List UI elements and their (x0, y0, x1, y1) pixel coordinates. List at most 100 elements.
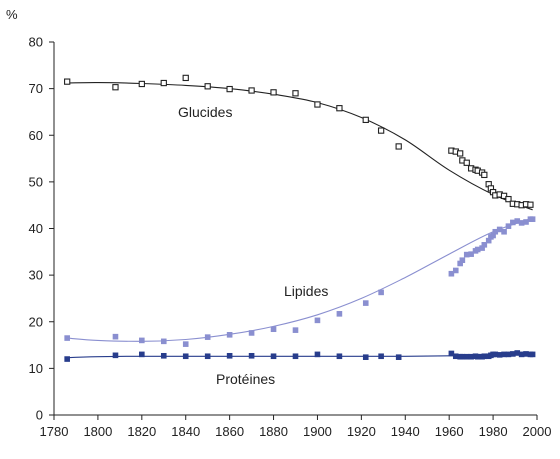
x-tick-label: 2000 (523, 424, 552, 439)
lipides-point (248, 330, 255, 336)
lipides-point (514, 218, 521, 224)
glucides-point (270, 89, 277, 96)
proteines-point (182, 353, 189, 360)
glucides-point (527, 201, 534, 208)
proteines-point (518, 351, 525, 358)
y-axis-unit-label: % (6, 7, 18, 22)
proteines-point (468, 353, 474, 360)
series-labels: Glucides Lipides Protéines (178, 104, 328, 387)
y-tick-label: 60 (29, 128, 43, 143)
y-tick-label: 80 (29, 35, 43, 50)
lipides-point (226, 332, 233, 338)
proteines-point (452, 353, 459, 360)
proteines-point (481, 353, 488, 360)
glucides-point (336, 105, 343, 112)
lipides-point (459, 257, 466, 264)
lipides-point (452, 267, 459, 274)
glucides-point (204, 83, 211, 90)
lipides-point (496, 226, 503, 233)
lipides-point (270, 326, 277, 333)
lipides-point (510, 219, 516, 226)
proteines-point (501, 351, 507, 358)
proteines-point (523, 351, 529, 357)
x-tick-label: 1860 (215, 424, 244, 439)
proteines-point (160, 352, 167, 359)
proteines-point (529, 351, 536, 358)
proteines-point (378, 353, 384, 360)
proteines-point (492, 351, 499, 358)
glucides-point (463, 159, 470, 166)
lipides-point (479, 245, 485, 251)
proteines-point (64, 356, 70, 362)
lipides-point (492, 228, 499, 235)
lipides-point (523, 219, 529, 225)
proteines-point (395, 354, 402, 360)
lipides-point (448, 270, 455, 277)
glucides-point (182, 74, 189, 82)
lipides-point (378, 289, 384, 296)
lipides-point (314, 317, 321, 324)
y-tick-label: 0 (36, 408, 43, 423)
proteines-points (64, 350, 536, 362)
y-tick-label: 10 (29, 361, 43, 376)
lipides-point (292, 327, 299, 333)
proteines-point (112, 352, 119, 359)
lipides-point (463, 251, 470, 258)
glucides-point (314, 101, 321, 108)
proteines-point (314, 351, 321, 358)
glucides-trend-line (67, 82, 533, 211)
glucides-point (362, 116, 369, 124)
lipides-point (64, 335, 70, 341)
proteines-point (505, 351, 512, 358)
x-tick-label: 1960 (435, 424, 464, 439)
glucides-point (457, 150, 464, 157)
x-tick-label: 1840 (171, 424, 200, 439)
lipides-point (139, 337, 145, 344)
glucides-point (160, 79, 167, 87)
proteines-point (496, 352, 503, 358)
lipides-point (529, 216, 536, 222)
lipides-point (474, 246, 481, 253)
lipides-point (490, 232, 496, 239)
lipides-point (362, 300, 369, 306)
lipides-point (182, 341, 189, 347)
proteines-point (514, 350, 521, 356)
glucides-point (500, 192, 508, 200)
trend-lines (67, 82, 533, 359)
proteines-point (204, 353, 211, 360)
lipides-point (505, 223, 512, 229)
y-tick-label: 30 (29, 268, 43, 283)
glucides-point (377, 127, 385, 134)
lipides-point (336, 311, 343, 317)
lipides-point (518, 220, 525, 226)
lipides-point (160, 338, 167, 345)
lipides-point (485, 237, 492, 244)
proteines-series-label: Protéines (216, 371, 275, 387)
x-tick-label: 1780 (40, 424, 69, 439)
glucides-point (248, 87, 255, 94)
glucides-point (64, 78, 71, 85)
glucides-points (64, 74, 534, 209)
lipides-point (112, 333, 119, 340)
proteines-point (362, 354, 369, 360)
proteines-point (248, 352, 255, 359)
lipides-point (481, 242, 488, 248)
proteines-point (270, 353, 277, 360)
glucides-point (138, 80, 145, 88)
axes: 0 10 20 30 40 50 60 70 80 1780 1800 1820 1840 1860 188… (29, 35, 552, 440)
glucides-point (505, 195, 512, 203)
proteines-point (463, 353, 470, 360)
lipides-point (457, 260, 463, 267)
lipides-point (501, 228, 507, 235)
glucides-point (226, 85, 233, 93)
x-tick-label: 1880 (259, 424, 288, 439)
x-tick-label: 1920 (347, 424, 376, 439)
proteines-point (139, 351, 145, 358)
y-tick-label: 20 (29, 314, 43, 329)
y-tick-label: 40 (29, 221, 43, 236)
x-tick-label: 1940 (391, 424, 420, 439)
proteines-point (474, 353, 481, 360)
y-tick-label: 70 (29, 81, 43, 96)
proteines-point (510, 351, 516, 357)
